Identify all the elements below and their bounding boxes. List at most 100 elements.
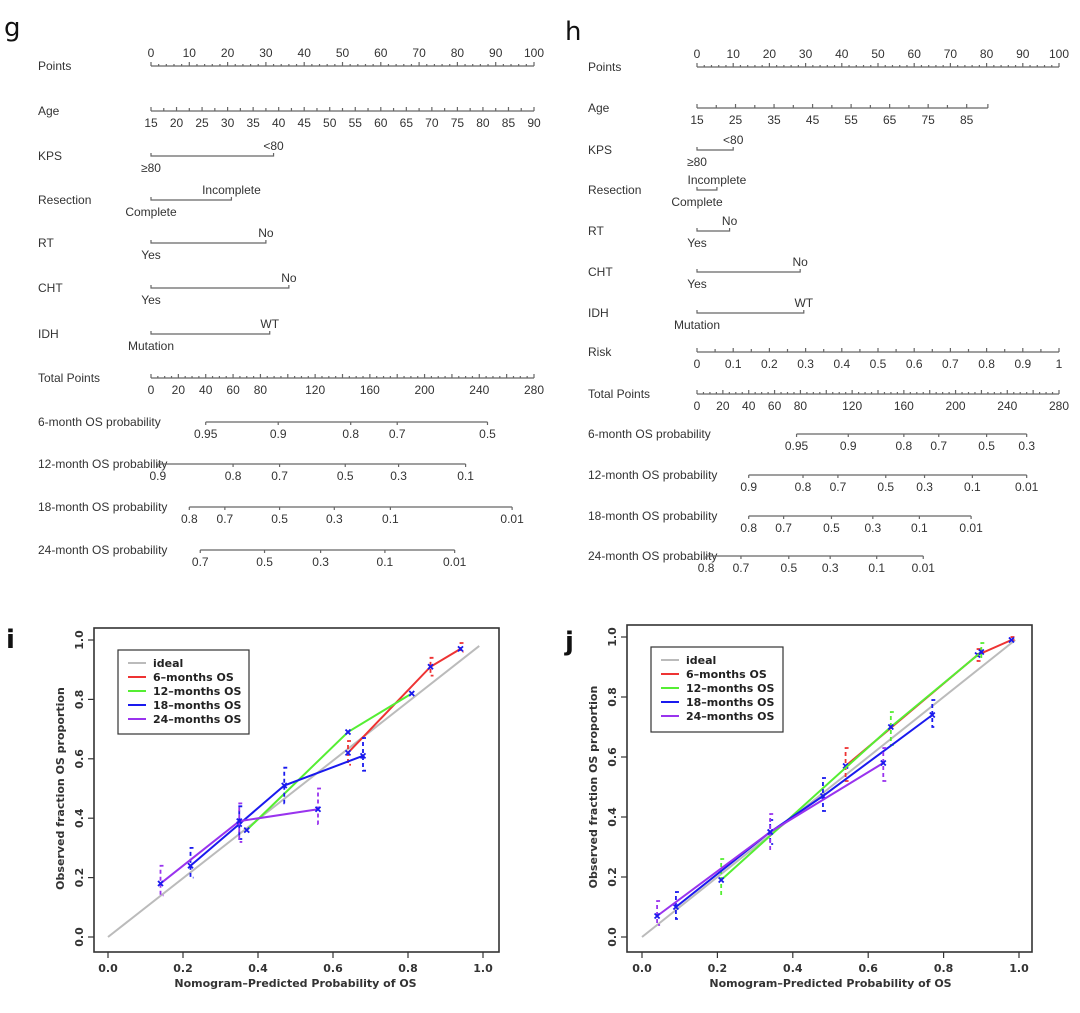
x-tick-label: 1.0 <box>1009 962 1029 975</box>
tick-label: 0.9 <box>840 439 857 453</box>
category-bar <box>150 197 233 201</box>
tick-label: 75 <box>451 116 465 130</box>
data-point-marker <box>718 876 725 884</box>
tick-label: 280 <box>524 383 544 397</box>
row-label: Resection <box>588 183 641 197</box>
tick-label: 0.8 <box>978 357 995 371</box>
data-point-marker <box>187 862 194 869</box>
nomogram-row: CHT Yes No <box>588 255 808 291</box>
legend-label: 12–months OS <box>153 685 241 698</box>
nomogram-row: Points 0 10 20 30 40 50 60 70 80 90 100 <box>38 46 544 73</box>
error-bar <box>159 864 164 897</box>
data-point-marker <box>427 663 434 670</box>
row-label: 6-month OS probability <box>588 427 711 441</box>
tick-label: 65 <box>400 116 414 130</box>
tick-label: 0.9 <box>740 480 757 494</box>
tick-label: 60 <box>374 116 388 130</box>
tick-label: 0.8 <box>896 439 913 453</box>
panel-letter: j <box>564 627 574 657</box>
tick-label: 70 <box>425 116 439 130</box>
series-4 <box>653 747 887 926</box>
tick-label: 0 <box>148 383 155 397</box>
tick-label: 90 <box>527 116 541 130</box>
nomogram-row: Points 0 10 20 30 40 50 60 70 80 90 100 <box>588 47 1069 74</box>
tick-label: 70 <box>412 46 426 60</box>
nomogram-row: 18-month OS probability 0.8 0.7 0.5 0.3 0.1 0.… <box>588 509 983 535</box>
row-label: IDH <box>38 327 59 341</box>
tick-label: 0.1 <box>382 512 399 526</box>
series-0 <box>641 639 1016 938</box>
tick-label: 40 <box>298 46 312 60</box>
data-point-marker <box>767 828 774 836</box>
series-2 <box>243 690 415 834</box>
tick-label: 45 <box>298 116 312 130</box>
tick-label: 40 <box>272 116 286 130</box>
error-bar <box>317 787 321 826</box>
tick-label: 10 <box>183 46 197 60</box>
tick-label: 30 <box>221 116 235 130</box>
tick-label: 0.7 <box>192 555 209 569</box>
category-bar <box>696 228 731 232</box>
nomogram-row: 6-month OS probability 0.95 0.9 0.8 0.7 0.5 <box>38 415 496 441</box>
tick-label: 20 <box>716 399 730 413</box>
tick-label: 0.6 <box>906 357 923 371</box>
row-label: Points <box>38 59 71 73</box>
category-high-label: No <box>258 226 274 240</box>
tick-label: 15 <box>690 113 704 127</box>
category-low-label: ≥80 <box>141 161 161 175</box>
data-point-marker <box>281 782 288 789</box>
tick-label: 0.8 <box>342 427 359 441</box>
category-high-label: Incomplete <box>688 173 747 187</box>
category-low-label: Mutation <box>128 339 174 353</box>
tick-label: 200 <box>946 399 966 413</box>
tick-label: 25 <box>729 113 743 127</box>
y-tick-label: 0.4 <box>73 808 86 828</box>
tick-label: 80 <box>980 47 994 61</box>
y-tick-label: 0.6 <box>606 747 619 767</box>
tick-label: 0.1 <box>725 357 742 371</box>
tick-label: 0.5 <box>823 521 840 535</box>
nomogram-row: Resection Complete Incomplete <box>38 183 261 219</box>
row-label: Age <box>588 101 610 115</box>
tick-label: 0.9 <box>1014 357 1031 371</box>
row-label: Total Points <box>38 371 100 385</box>
x-tick-label: 0.4 <box>783 962 803 975</box>
tick-label: 1 <box>1056 357 1063 371</box>
tick-label: 0.5 <box>479 427 496 441</box>
error-bar <box>882 747 887 782</box>
tick-label: 0.5 <box>256 555 273 569</box>
tick-label: 55 <box>844 113 858 127</box>
y-tick-label: 0.0 <box>606 927 619 947</box>
x-axis-label: Nomogram–Predicted Probability of OS <box>174 977 416 990</box>
category-low-label: Yes <box>141 248 161 262</box>
row-label: Points <box>588 60 621 74</box>
nomogram-row: CHT Yes No <box>38 271 297 307</box>
tick-label: 0.5 <box>271 512 288 526</box>
error-bar <box>675 891 679 920</box>
y-tick-label: 0.2 <box>73 868 86 888</box>
category-low-label: Yes <box>687 236 707 250</box>
tick-label: 85 <box>960 113 974 127</box>
data-point-marker <box>344 728 352 736</box>
nomogram-row: Age 15 25 35 45 55 65 75 85 <box>588 101 989 127</box>
tick-label: 0.8 <box>740 521 757 535</box>
nomogram-row: Total Points 0 20 40 60 80 120 160 200 240 280 <box>588 387 1069 413</box>
nomogram-row: RT Yes No <box>38 226 274 262</box>
tick-label: 0.9 <box>149 469 166 483</box>
data-point-marker <box>344 749 352 756</box>
x-tick-label: 0.6 <box>858 962 878 975</box>
row-label: IDH <box>588 306 609 320</box>
category-low-label: Yes <box>141 293 161 307</box>
tick-label: 0.7 <box>942 357 959 371</box>
nomogram-g: g Points 0 10 20 30 40 50 60 70 80 90 100 Age 15 20 25 30… <box>4 13 544 569</box>
tick-label: 0.01 <box>959 521 983 535</box>
error-bar <box>1010 636 1015 641</box>
series-1 <box>344 642 464 766</box>
series-4 <box>157 787 322 897</box>
data-point-marker <box>243 826 250 834</box>
x-tick-label: 0.8 <box>934 962 954 975</box>
row-label: Total Points <box>588 387 650 401</box>
category-bar <box>696 310 805 314</box>
